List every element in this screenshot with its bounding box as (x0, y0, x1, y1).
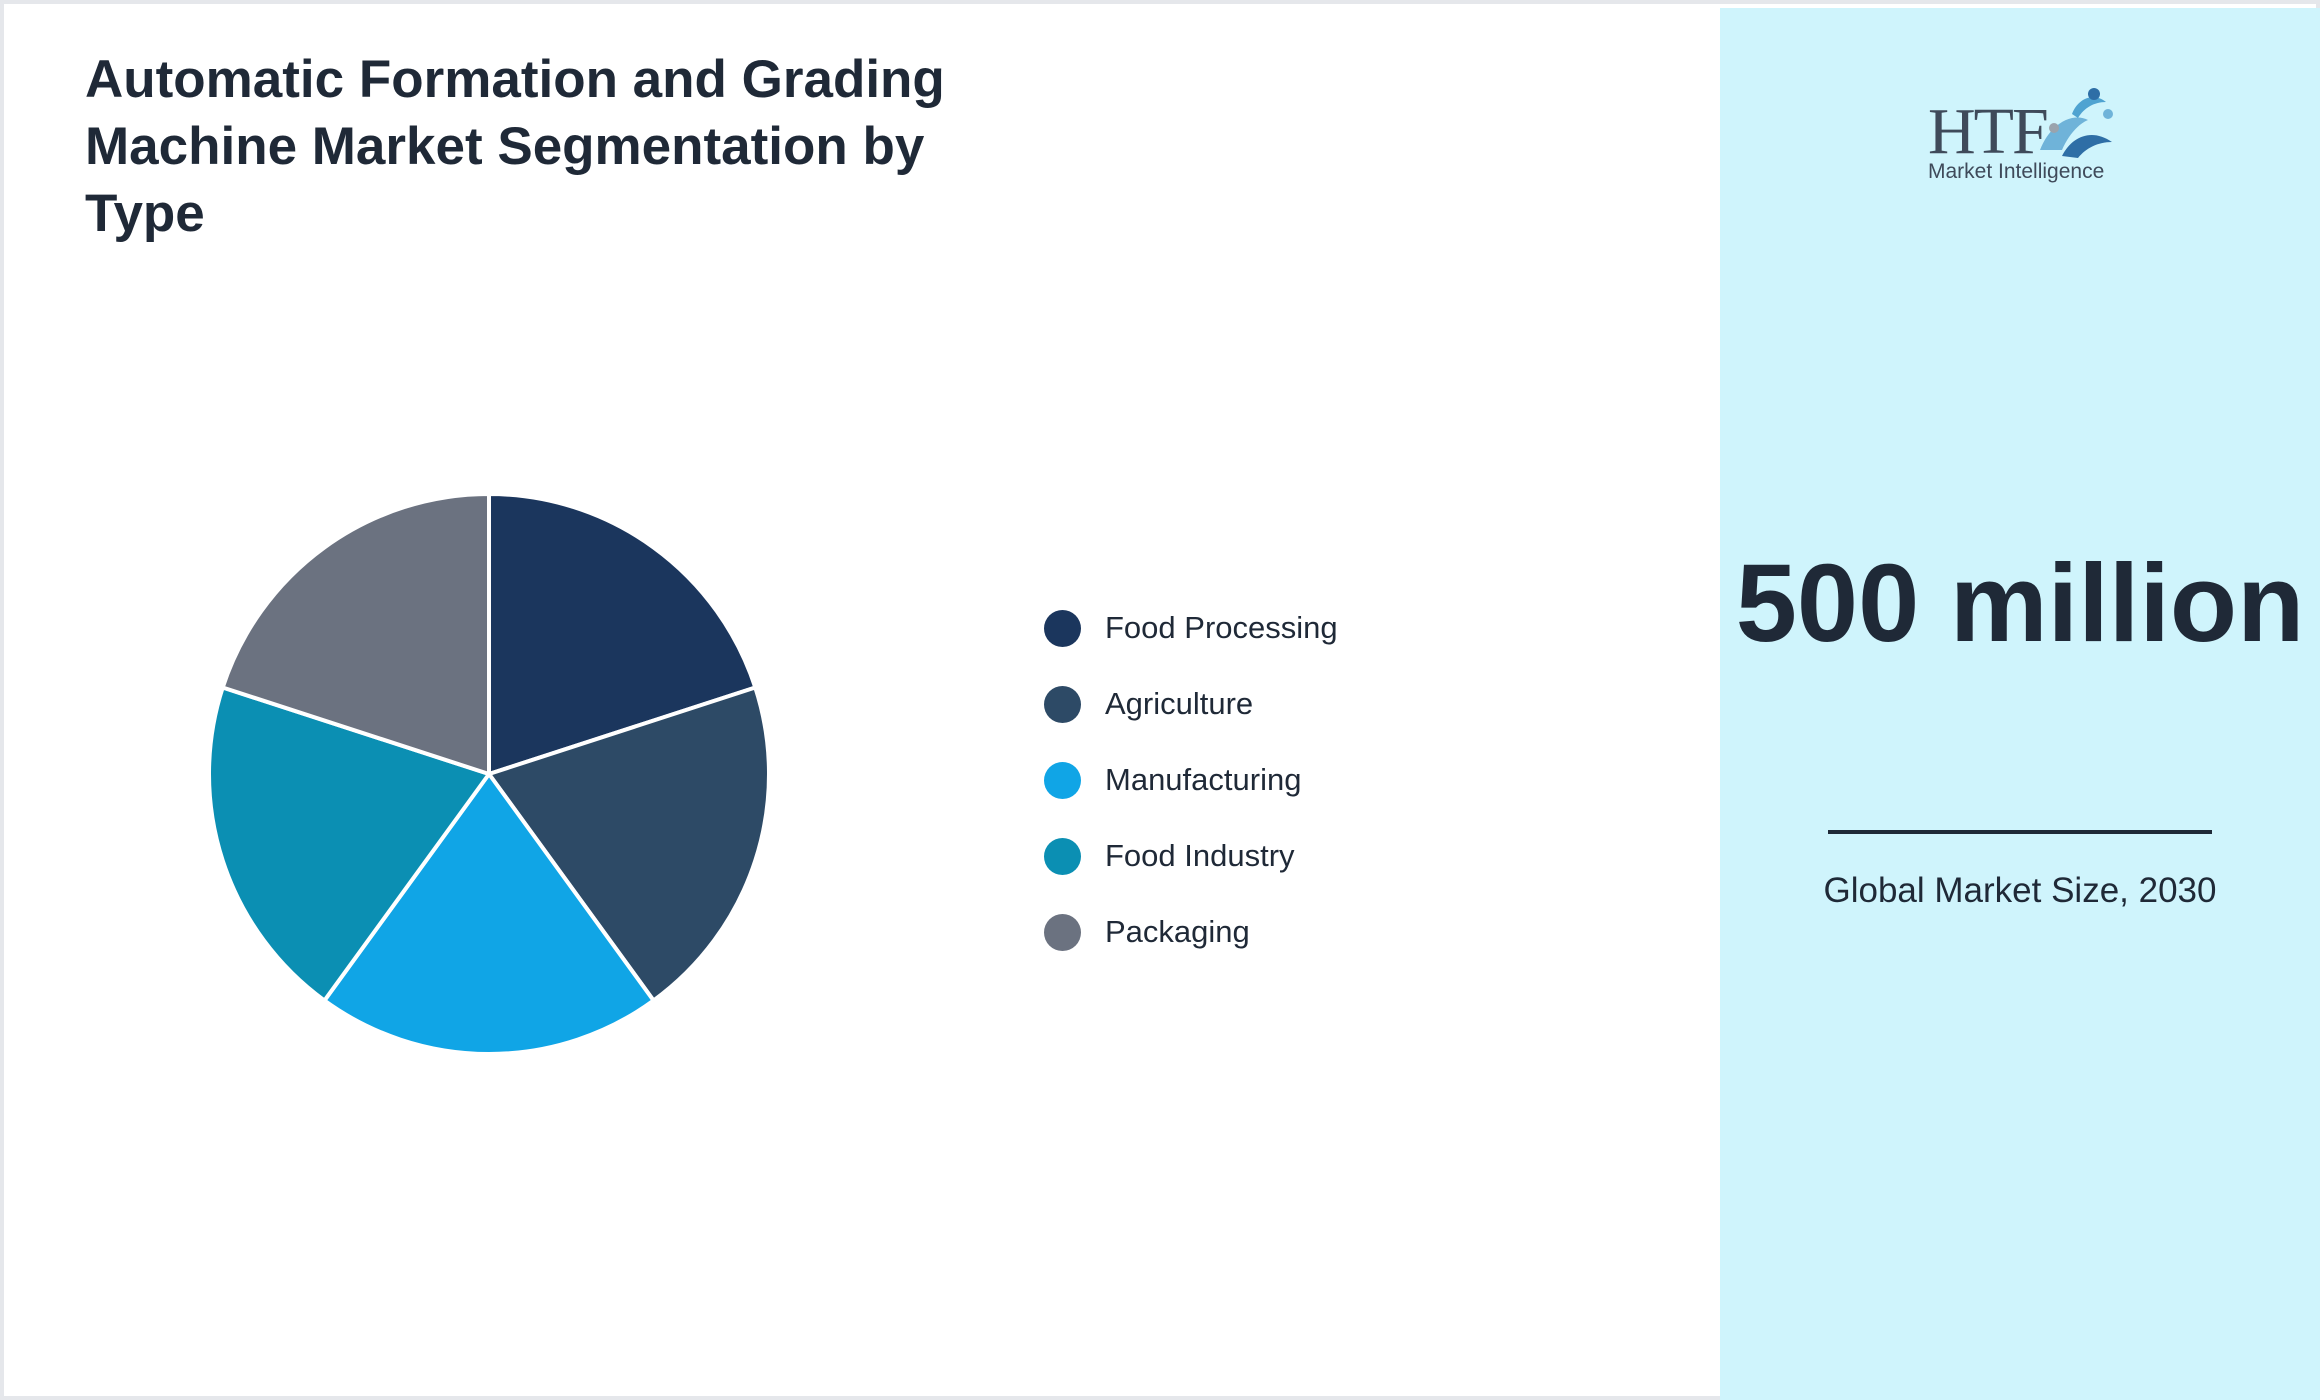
legend-label: Agriculture (1105, 686, 1254, 721)
legend-item: Food Industry (1044, 818, 1338, 894)
logo-brand: HTF (1928, 95, 2049, 168)
market-size-sidebar: HTF Market Intelligence 500 million Glob… (1720, 8, 2320, 1400)
legend-item: Manufacturing (1044, 742, 1338, 818)
pie-slice-manufacturing (322, 772, 656, 1056)
legend-swatch (1044, 761, 1081, 799)
legend-label: Food Processing (1105, 610, 1338, 645)
pie-chart (207, 492, 771, 1056)
chart-legend: Food Processing Agriculture Manufacturing F… (1044, 590, 1338, 970)
legend-item: Agriculture (1044, 666, 1338, 742)
legend-swatch (1044, 837, 1081, 875)
legend-label: Manufacturing (1105, 762, 1302, 797)
pie-slice-food-industry (207, 685, 491, 1003)
stat-divider (1828, 830, 2212, 834)
chart-title: Automatic Formation and Grading Machine … (85, 50, 945, 243)
legend-swatch (1044, 913, 1081, 951)
legend-swatch (1044, 685, 1081, 723)
pie-slice-agriculture (487, 685, 771, 1003)
legend-label: Packaging (1105, 914, 1250, 949)
pie-slice-packaging (220, 492, 491, 776)
htf-logo-icon (2040, 88, 2113, 158)
pie-slice-food-processing (487, 492, 758, 776)
market-size-value: 500 million (1735, 542, 2305, 665)
legend-item: Packaging (1044, 894, 1338, 970)
htf-logo: HTF Market Intelligence (1928, 80, 2118, 190)
legend-item: Food Processing (1044, 590, 1338, 666)
market-size-caption: Global Market Size, 2030 (1823, 871, 2217, 910)
chart-panel: Automatic Formation and Grading Machine … (4, 4, 1720, 1396)
legend-label: Food Industry (1105, 838, 1295, 873)
legend-swatch (1044, 609, 1081, 647)
logo-tagline: Market Intelligence (1928, 160, 2105, 183)
